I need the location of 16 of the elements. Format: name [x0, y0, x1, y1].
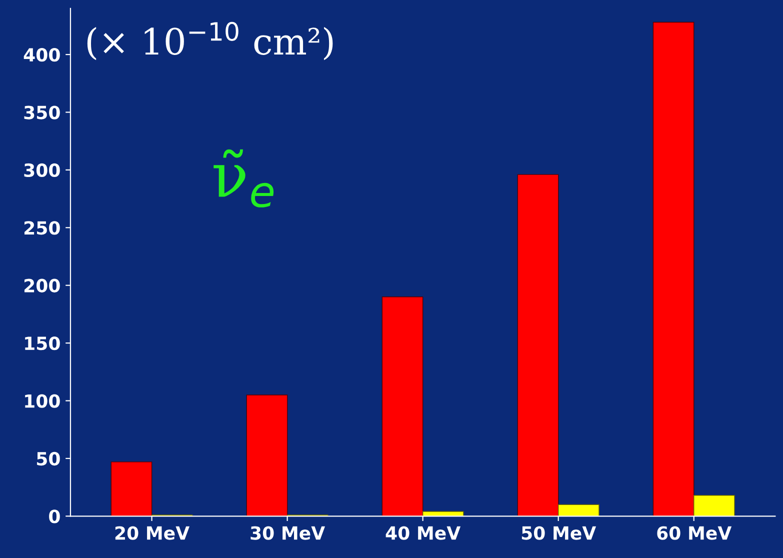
x-tick-label: 20 MeV [115, 526, 190, 540]
y-tick-label: 0 [49, 510, 60, 524]
annotation: ν̃$_{e}$ [214, 149, 274, 208]
y-tick-label: 250 [24, 221, 60, 235]
y-tick-label: 350 [24, 106, 60, 120]
x-tick-label: 60 MeV [657, 526, 732, 540]
y-tick-label: 400 [24, 48, 60, 62]
y-tick-label: 300 [24, 163, 60, 178]
y-tick-label: 200 [24, 278, 60, 292]
y-tick-label: 150 [25, 336, 60, 350]
x-tick-label: 40 MeV [386, 526, 461, 540]
y-tick-label: 50 [37, 452, 60, 466]
y-tick-label: 100 [25, 394, 60, 408]
x-tick-label: 30 MeV [250, 526, 326, 540]
annotation: (× 10$^{−10}$ cm²) [87, 22, 333, 60]
x-tick-label: 50 MeV [522, 526, 596, 540]
